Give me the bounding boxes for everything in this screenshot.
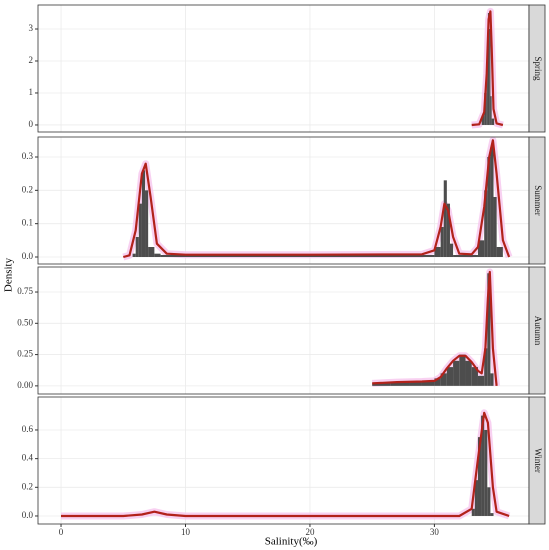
histogram-bar [484, 429, 488, 516]
y-tick-label: 0.2 [22, 481, 33, 491]
histogram-bar [496, 247, 503, 257]
histogram-bar [487, 12, 490, 125]
histogram-bar [484, 190, 488, 257]
histogram-bar [490, 373, 494, 386]
y-tick-label: 0 [29, 119, 34, 129]
histogram-bar [443, 180, 447, 257]
y-tick-label: 0.2 [22, 184, 33, 194]
density-halo [61, 409, 511, 520]
histogram-bar [471, 367, 478, 386]
strip-label: Spring [533, 56, 543, 81]
strip-label: Summer [533, 185, 543, 216]
histogram-bar [481, 115, 485, 125]
y-tick-label: 0.0 [22, 251, 34, 261]
histogram-bar [453, 255, 478, 257]
histogram-bar [440, 227, 444, 257]
histogram-bar [372, 383, 391, 386]
histogram-bar [486, 60, 488, 125]
y-tick-label: 2 [29, 55, 34, 65]
histogram-bar [489, 28, 491, 125]
histogram-bar [135, 237, 139, 257]
y-tick-label: 0.25 [17, 349, 33, 359]
histogram-bar [449, 243, 454, 257]
y-tick-label: 0.1 [22, 218, 33, 228]
y-tick-label: 0.50 [17, 317, 33, 327]
histogram-bar [132, 253, 136, 257]
density-line [372, 270, 498, 387]
y-axis-label: Density [3, 257, 15, 292]
histogram-bar [471, 508, 475, 516]
histogram-bar [487, 157, 491, 257]
histogram-bar [154, 253, 161, 257]
x-axis-label: Salinity(‰) [265, 536, 318, 548]
histogram-bar [474, 480, 478, 516]
histogram-bar [465, 360, 472, 386]
panel-border [37, 4, 530, 133]
strip-label: Winter [533, 448, 543, 473]
histogram-bar [145, 190, 149, 257]
density-line [123, 139, 511, 259]
histogram-bar [409, 382, 422, 386]
histogram-bar [493, 197, 497, 257]
x-tick-label: 20 [305, 527, 315, 537]
strip [528, 396, 546, 525]
histogram-bar [141, 170, 146, 257]
histogram-bar [138, 203, 142, 257]
density-line [471, 10, 504, 127]
strip [528, 4, 546, 133]
histogram-bar [434, 378, 441, 386]
histogram-bar [490, 513, 494, 516]
histogram-bar [490, 147, 494, 257]
x-tick-label: 0 [59, 527, 64, 537]
histogram-bar [453, 360, 460, 386]
strip-label: Autumn [533, 316, 543, 346]
histogram-bar [481, 415, 485, 516]
x-tick-label: 10 [181, 527, 191, 537]
y-tick-label: 0.6 [22, 424, 34, 434]
histogram-bar [440, 373, 447, 386]
histogram-bar [477, 240, 485, 257]
histogram-bar [477, 437, 482, 516]
histogram-bar [487, 273, 491, 386]
y-tick-label: 0.3 [22, 151, 34, 161]
y-tick-label: 0.75 [17, 286, 33, 296]
histogram-bar [421, 380, 435, 386]
histogram-bar [487, 487, 491, 516]
strip [528, 266, 546, 395]
histogram-bar [160, 255, 435, 257]
histogram-bar [491, 118, 495, 125]
density-line [61, 411, 510, 518]
histogram-bar [434, 247, 441, 257]
panel-border [37, 396, 530, 525]
histogram-bar [390, 382, 410, 386]
strip [528, 136, 546, 265]
y-tick-label: 3 [29, 23, 34, 33]
histogram-bar [484, 348, 488, 386]
y-tick-label: 0.4 [22, 453, 34, 463]
histogram-bar [477, 375, 485, 386]
histogram-bar [446, 203, 450, 257]
histogram-bar [459, 354, 466, 386]
y-tick-label: 0.00 [17, 380, 33, 390]
histogram-bar [490, 96, 492, 125]
histogram-bar [446, 367, 454, 386]
x-tick-label: 30 [430, 527, 440, 537]
y-tick-label: 1 [29, 87, 34, 97]
density-halo [122, 136, 513, 261]
histogram-bar [148, 247, 155, 257]
y-tick-label: 0.0 [22, 510, 34, 520]
